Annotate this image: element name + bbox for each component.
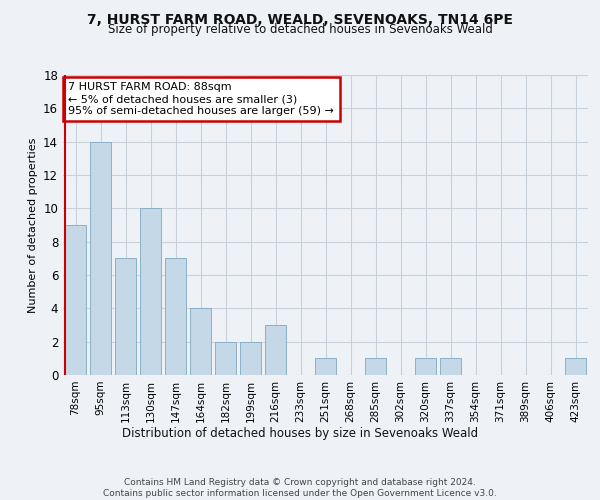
Text: 7, HURST FARM ROAD, WEALD, SEVENOAKS, TN14 6PE: 7, HURST FARM ROAD, WEALD, SEVENOAKS, TN…	[87, 12, 513, 26]
Bar	[90, 142, 111, 375]
Bar	[215, 342, 236, 375]
Text: 7 HURST FARM ROAD: 88sqm
← 5% of detached houses are smaller (3)
95% of semi-det: 7 HURST FARM ROAD: 88sqm ← 5% of detache…	[68, 82, 334, 116]
Y-axis label: Number of detached properties: Number of detached properties	[28, 138, 38, 312]
Text: Distribution of detached houses by size in Sevenoaks Weald: Distribution of detached houses by size …	[122, 428, 478, 440]
Bar	[65, 225, 86, 375]
Text: Size of property relative to detached houses in Sevenoaks Weald: Size of property relative to detached ho…	[107, 22, 493, 36]
Text: Contains HM Land Registry data © Crown copyright and database right 2024.
Contai: Contains HM Land Registry data © Crown c…	[103, 478, 497, 498]
Bar	[415, 358, 436, 375]
Bar	[115, 258, 136, 375]
Bar	[565, 358, 586, 375]
Bar	[190, 308, 211, 375]
Bar	[240, 342, 261, 375]
Bar	[365, 358, 386, 375]
Bar	[440, 358, 461, 375]
Bar	[140, 208, 161, 375]
Bar	[265, 325, 286, 375]
Bar	[315, 358, 336, 375]
Bar	[165, 258, 186, 375]
